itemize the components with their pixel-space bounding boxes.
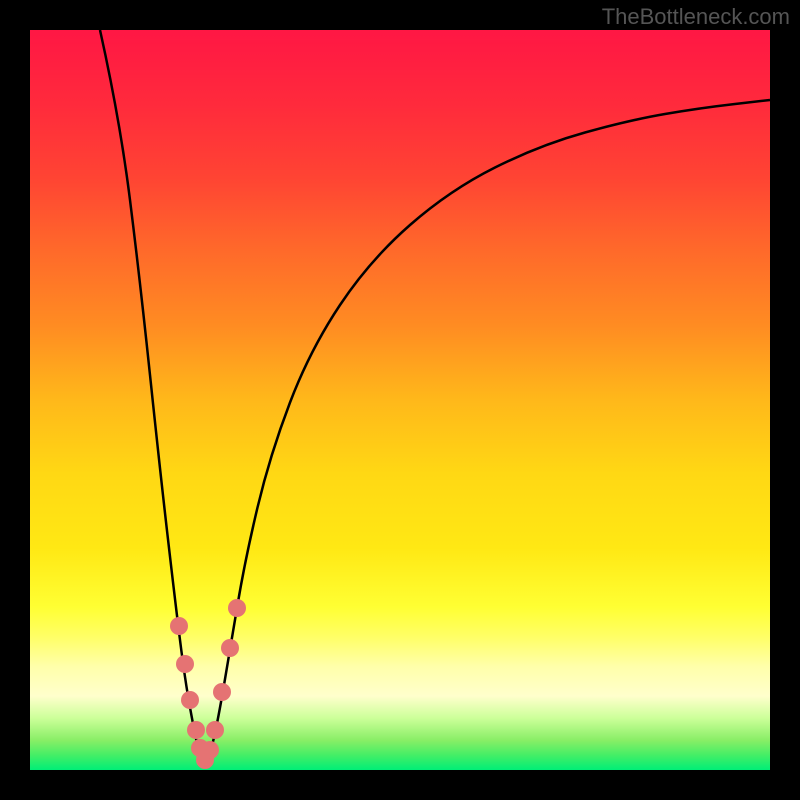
data-marker <box>206 721 224 739</box>
data-marker <box>176 655 194 673</box>
watermark-text: TheBottleneck.com <box>602 4 790 30</box>
data-marker <box>170 617 188 635</box>
data-marker <box>187 721 205 739</box>
data-marker <box>201 741 219 759</box>
plot-background <box>30 30 770 770</box>
data-marker <box>213 683 231 701</box>
chart-canvas <box>0 0 800 800</box>
data-marker <box>181 691 199 709</box>
data-marker <box>221 639 239 657</box>
chart-container: TheBottleneck.com <box>0 0 800 800</box>
data-marker <box>228 599 246 617</box>
